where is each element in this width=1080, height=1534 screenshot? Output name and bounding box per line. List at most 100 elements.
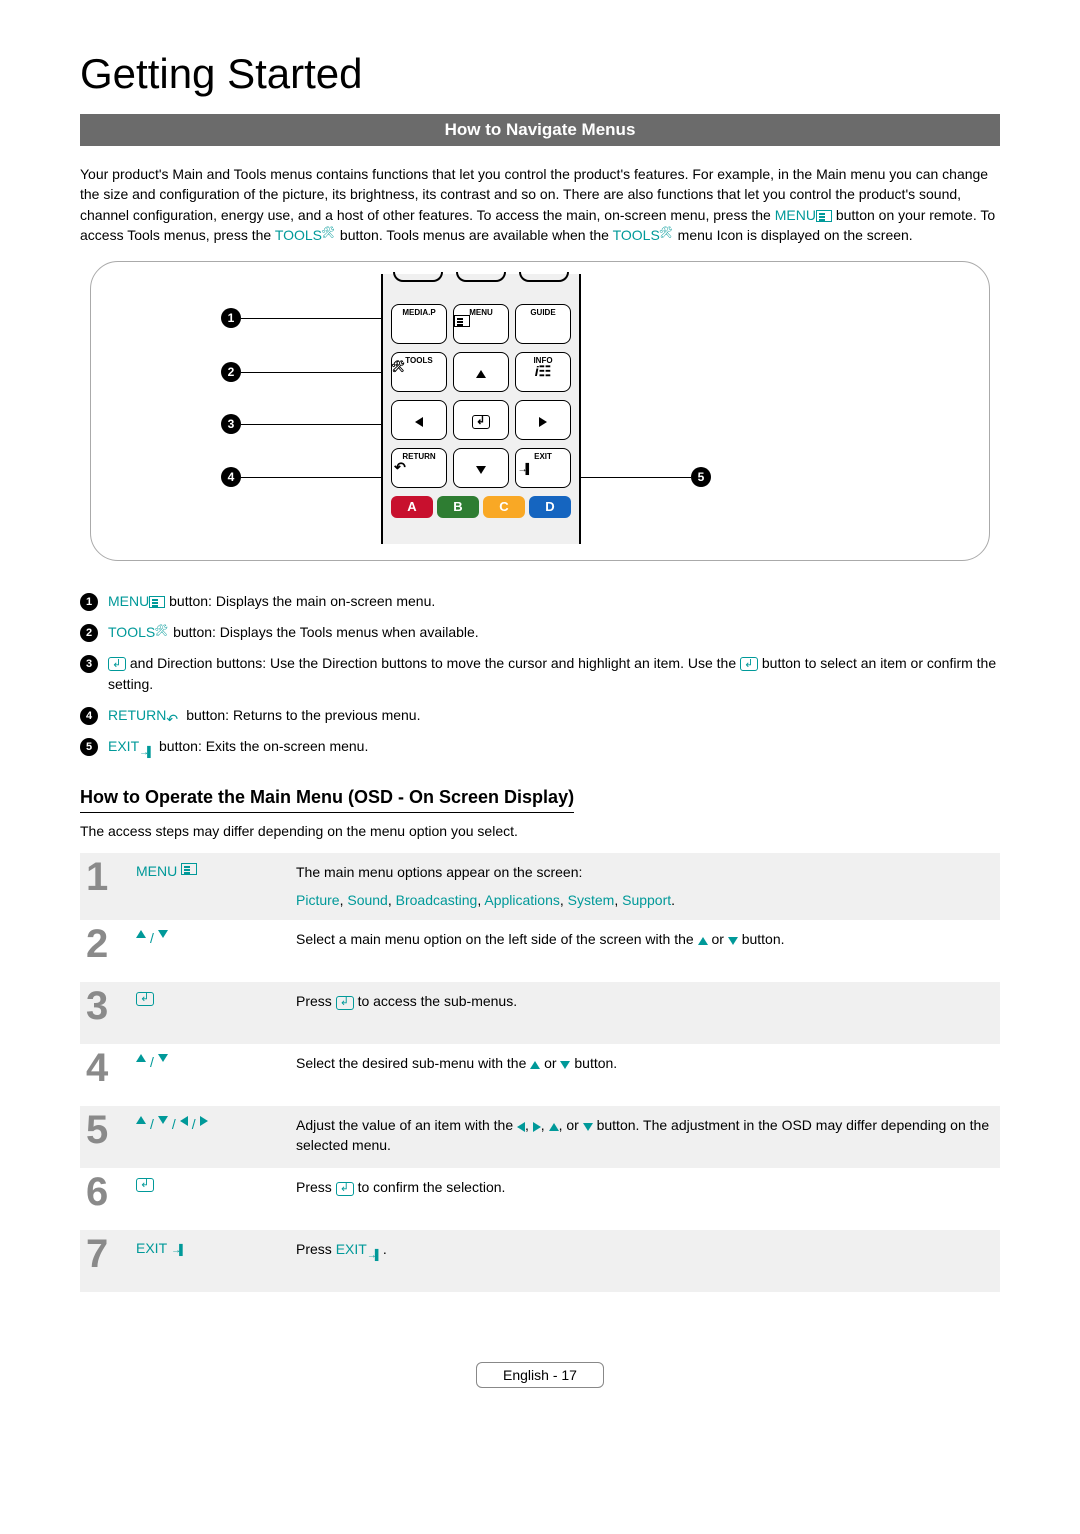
down-icon bbox=[158, 930, 168, 938]
step-key: / bbox=[130, 1044, 290, 1106]
callout-num: 5 bbox=[691, 467, 711, 487]
up-icon bbox=[698, 937, 708, 945]
step-description: The main menu options appear on the scre… bbox=[290, 853, 1000, 920]
desc-text: button. bbox=[570, 1055, 617, 1071]
desc-text: The main menu options appear on the scre… bbox=[296, 863, 994, 883]
step-key bbox=[130, 1168, 290, 1230]
step-description: Press to access the sub-menus. bbox=[290, 982, 1000, 1044]
callout-num: 4 bbox=[221, 467, 241, 487]
down-icon bbox=[476, 466, 486, 474]
step-row: 5 / / / Adjust the value of an item with… bbox=[80, 1106, 1000, 1168]
list-num: 3 bbox=[80, 655, 98, 673]
up-icon bbox=[476, 370, 486, 378]
desc-text: Press bbox=[296, 1179, 336, 1195]
right-icon bbox=[533, 1122, 541, 1132]
remote-body: MEDIA.P MENU GUIDE TOOLS INFOi☷ RETURN E… bbox=[381, 274, 581, 544]
footer-lang: English bbox=[503, 1367, 549, 1383]
list-num: 5 bbox=[80, 738, 98, 756]
footer-sep: - bbox=[549, 1367, 561, 1383]
subheading-description: The access steps may differ depending on… bbox=[80, 823, 1000, 839]
color-button-a[interactable]: A bbox=[391, 496, 433, 518]
remote-row-4: RETURN EXIT bbox=[391, 448, 571, 488]
enter-icon bbox=[108, 657, 126, 671]
tools-icon bbox=[155, 626, 169, 640]
step-key: MENU bbox=[130, 853, 290, 920]
key-text: EXIT bbox=[136, 1240, 167, 1256]
menu-button[interactable]: MENU bbox=[453, 304, 509, 344]
down-icon bbox=[158, 1116, 168, 1124]
key-label: EXIT bbox=[108, 738, 139, 754]
list-item: 5 EXIT button: Exits the on-screen menu. bbox=[80, 736, 1000, 757]
label: MENU bbox=[469, 308, 493, 317]
enter-icon bbox=[336, 996, 354, 1010]
step-key: / bbox=[130, 920, 290, 982]
color-button-d[interactable]: D bbox=[529, 496, 571, 518]
desc-text: or bbox=[540, 1055, 560, 1071]
menu-icon bbox=[149, 596, 165, 608]
key-label: MENU bbox=[108, 593, 149, 609]
tools-label: TOOLS bbox=[613, 227, 660, 243]
exit-label: EXIT bbox=[336, 1241, 367, 1257]
remote-diagram: 1 2 3 4 5 MEDIA.P MENU GUIDE TOOLS INFOi… bbox=[90, 261, 990, 561]
page-title: Getting Started bbox=[80, 50, 1000, 98]
up-icon bbox=[530, 1061, 540, 1069]
desc-text: button: Exits the on-screen menu. bbox=[159, 738, 368, 754]
tools-button[interactable]: TOOLS bbox=[391, 352, 447, 392]
color-button-c[interactable]: C bbox=[483, 496, 525, 518]
up-icon bbox=[136, 1116, 146, 1124]
remote-row-2: TOOLS INFOi☷ bbox=[391, 352, 571, 392]
down-icon bbox=[583, 1123, 593, 1131]
step-key: EXIT bbox=[130, 1230, 290, 1292]
menu-option: System bbox=[568, 892, 615, 908]
exit-button[interactable]: EXIT bbox=[515, 448, 571, 488]
step-row: 4 / Select the desired sub-menu with the… bbox=[80, 1044, 1000, 1106]
callout-4: 4 bbox=[221, 467, 381, 487]
enter-icon bbox=[472, 415, 490, 429]
return-button[interactable]: RETURN bbox=[391, 448, 447, 488]
down-button[interactable] bbox=[453, 448, 509, 488]
step-number: 3 bbox=[80, 982, 130, 1044]
step-description: Select a main menu option on the left si… bbox=[290, 920, 1000, 982]
step-row: 2 / Select a main menu option on the lef… bbox=[80, 920, 1000, 982]
label: TOOLS bbox=[405, 356, 432, 365]
color-button-b[interactable]: B bbox=[437, 496, 479, 518]
callout-num: 2 bbox=[221, 362, 241, 382]
guide-button[interactable]: GUIDE bbox=[515, 304, 571, 344]
down-icon bbox=[158, 1054, 168, 1062]
page-footer: English - 17 bbox=[80, 1362, 1000, 1388]
enter-button[interactable] bbox=[453, 400, 509, 440]
down-icon bbox=[560, 1061, 570, 1069]
up-button[interactable] bbox=[453, 352, 509, 392]
menu-option: Broadcasting bbox=[396, 892, 478, 908]
punct: . bbox=[671, 892, 675, 908]
key-label: TOOLS bbox=[108, 624, 155, 640]
menu-label: MENU bbox=[775, 207, 816, 223]
menu-option: Support bbox=[622, 892, 671, 908]
media-p-button[interactable]: MEDIA.P bbox=[391, 304, 447, 344]
exit-icon bbox=[367, 1244, 383, 1258]
step-description: Adjust the value of an item with the , ,… bbox=[290, 1106, 1000, 1168]
desc-text: button: Returns to the previous menu. bbox=[186, 707, 420, 723]
step-number: 5 bbox=[80, 1106, 130, 1168]
right-icon bbox=[539, 417, 547, 427]
label: GUIDE bbox=[530, 308, 555, 317]
right-button[interactable] bbox=[515, 400, 571, 440]
callout-5: 5 bbox=[581, 467, 711, 487]
step-row: 1 MENU The main menu options appear on t… bbox=[80, 853, 1000, 920]
list-item: 4 RETURN button: Returns to the previous… bbox=[80, 705, 1000, 726]
intro-paragraph: Your product's Main and Tools menus cont… bbox=[80, 164, 1000, 245]
list-num: 2 bbox=[80, 624, 98, 642]
exit-icon bbox=[516, 459, 532, 473]
left-button[interactable] bbox=[391, 400, 447, 440]
return-icon bbox=[166, 709, 182, 723]
footer-page-number: 17 bbox=[561, 1367, 577, 1383]
menu-icon bbox=[181, 863, 197, 875]
label: EXIT bbox=[534, 452, 552, 461]
intro-text: menu Icon is displayed on the screen. bbox=[678, 227, 913, 243]
tools-icon bbox=[660, 229, 674, 243]
callout-1: 1 bbox=[221, 308, 381, 328]
enter-icon bbox=[336, 1182, 354, 1196]
info-button[interactable]: INFOi☷ bbox=[515, 352, 571, 392]
left-icon bbox=[415, 417, 423, 427]
color-button-row: A B C D bbox=[391, 496, 571, 518]
